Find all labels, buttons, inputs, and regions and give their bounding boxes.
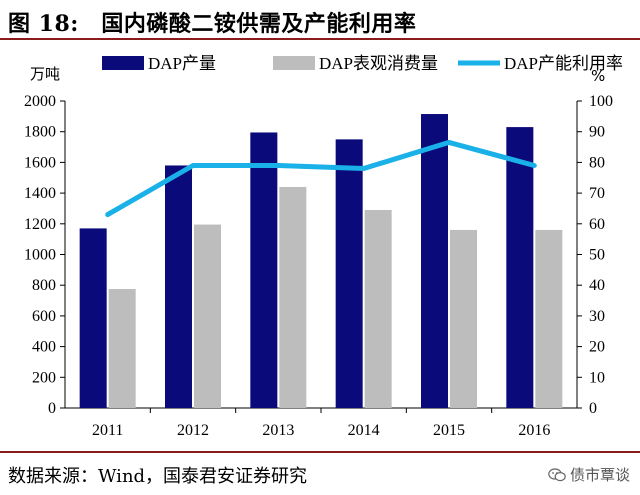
watermark-text: 债市覃谈 xyxy=(569,466,630,484)
legend-label-production: DAP产量 xyxy=(148,54,216,73)
legend-label-consumption: DAP表观消费量 xyxy=(319,54,438,73)
bar-production-2015 xyxy=(421,114,448,409)
source-note: 数据来源：Wind，国泰君安证券研究 xyxy=(8,466,308,487)
left-tick-label: 1200 xyxy=(24,216,56,233)
x-tick-label-2016: 2016 xyxy=(518,422,550,439)
right-tick-label: 50 xyxy=(589,247,605,264)
right-tick-label: 30 xyxy=(589,308,605,325)
wechat-icon xyxy=(548,467,566,481)
bar-production-2016 xyxy=(506,127,534,408)
left-tick-label: 1400 xyxy=(24,185,56,202)
right-tick-label: 100 xyxy=(589,93,613,110)
line-utilization xyxy=(105,139,537,218)
figure-title: 图 18: 国内磷酸二铵供需及产能利用率 xyxy=(8,11,417,37)
bar-consumption-2013 xyxy=(279,186,307,408)
x-tick-label-2012: 2012 xyxy=(177,422,209,439)
legend-swatch-consumption xyxy=(273,56,315,70)
chart: 0 200 400 600 800 1000 1200 1400 1600 1800 2000 0 10… xyxy=(24,54,623,439)
watermark: 债市覃谈 xyxy=(548,464,630,485)
left-tick-label: 2000 xyxy=(24,93,56,110)
left-unit-label: 万吨 xyxy=(30,65,60,83)
left-tick-label: 1000 xyxy=(24,247,56,264)
left-tick-label: 1600 xyxy=(24,154,56,171)
right-tick-label: 80 xyxy=(589,154,605,171)
legend-swatch-production xyxy=(102,56,144,70)
left-tick-label: 1800 xyxy=(24,124,56,141)
right-tick-label: 40 xyxy=(589,277,605,294)
title-bar: 图 18: 国内磷酸二铵供需及产能利用率 xyxy=(0,0,640,40)
x-tick-label-2015: 2015 xyxy=(433,422,465,439)
x-tick-label-2011: 2011 xyxy=(92,422,123,439)
right-tick-label: 0 xyxy=(589,400,597,417)
right-unit-label: % xyxy=(591,67,605,85)
right-tick-label: 90 xyxy=(589,124,605,141)
left-tick-label: 400 xyxy=(32,339,56,356)
bar-production-2014 xyxy=(335,139,363,408)
x-tick-label-2014: 2014 xyxy=(348,422,380,439)
left-tick-label: 200 xyxy=(32,369,56,386)
title-rule xyxy=(0,38,640,40)
bar-consumption-2012 xyxy=(194,224,221,408)
bar-production-2012 xyxy=(165,165,192,408)
left-tick-label: 0 xyxy=(48,400,56,417)
left-tick-label: 800 xyxy=(32,277,56,294)
right-tick-label: 60 xyxy=(589,216,605,233)
bar-production-2011 xyxy=(79,228,107,408)
bottom-rule xyxy=(0,451,640,453)
bar-consumption-2011 xyxy=(108,289,136,408)
bar-production-2013 xyxy=(250,132,278,408)
bar-consumption-2016 xyxy=(535,229,563,408)
right-tick-label: 20 xyxy=(589,339,605,356)
bar-consumption-2014 xyxy=(364,209,392,408)
x-tick-label-2013: 2013 xyxy=(262,422,294,439)
left-tick-label: 600 xyxy=(32,308,56,325)
right-tick-label: 10 xyxy=(589,369,605,386)
legend-label-utilization: DAP产能利用率 xyxy=(504,54,623,73)
bar-consumption-2015 xyxy=(450,229,477,408)
right-tick-label: 70 xyxy=(589,185,605,202)
